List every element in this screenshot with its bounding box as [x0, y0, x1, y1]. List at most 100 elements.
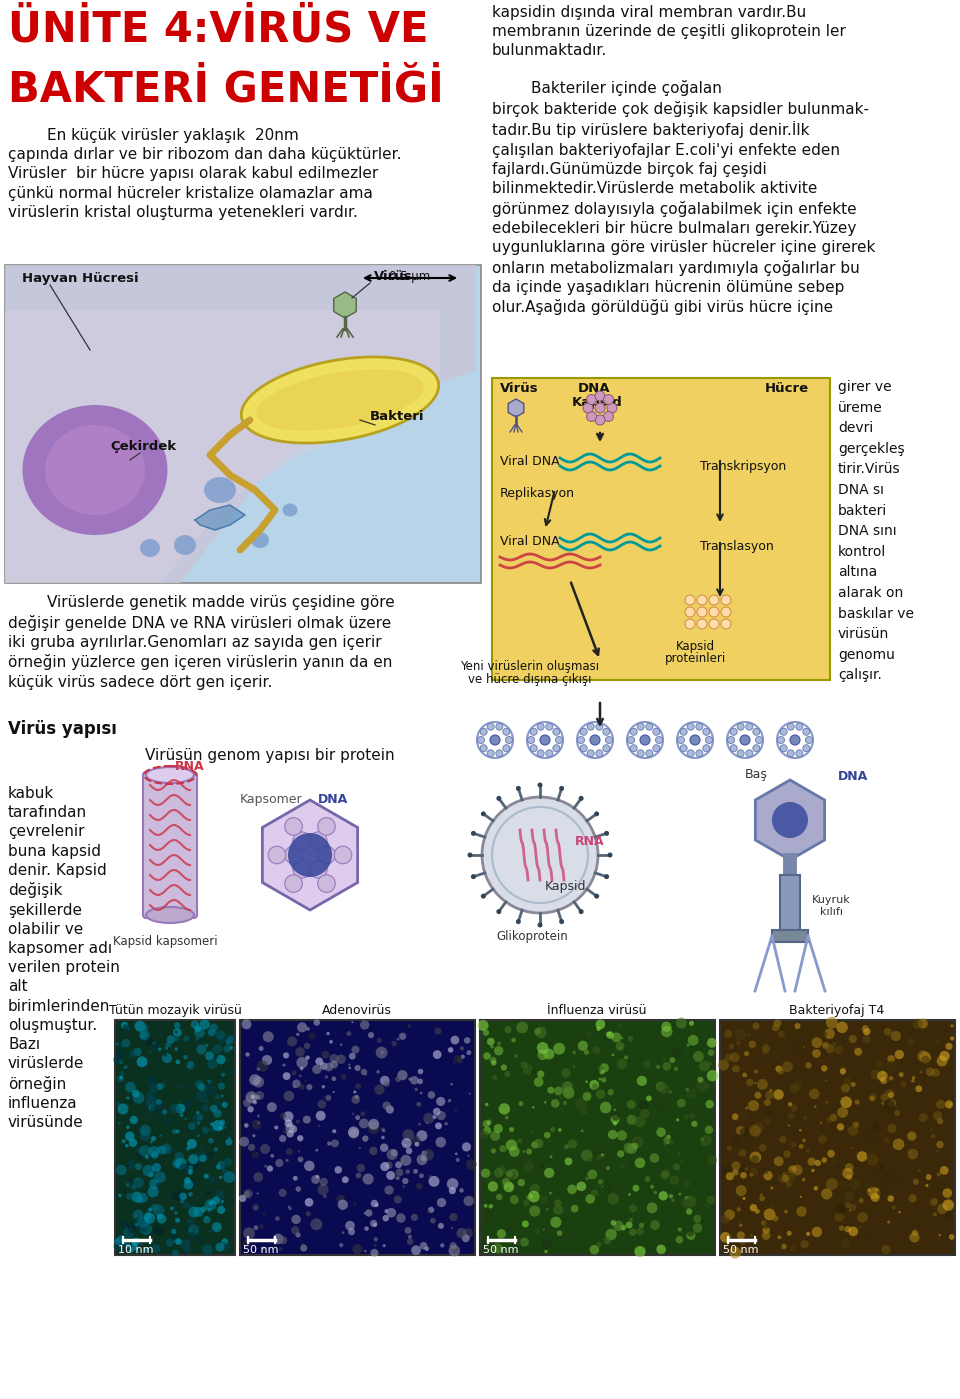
Circle shape: [421, 1150, 427, 1156]
Text: Virüs: Virüs: [500, 382, 539, 395]
Circle shape: [504, 1072, 511, 1077]
Circle shape: [918, 1051, 929, 1062]
Circle shape: [394, 1196, 402, 1203]
Circle shape: [729, 1044, 734, 1049]
Circle shape: [200, 1020, 209, 1030]
Circle shape: [368, 1032, 374, 1038]
Circle shape: [263, 1213, 265, 1214]
Circle shape: [946, 1042, 952, 1049]
Circle shape: [396, 1213, 406, 1223]
Circle shape: [847, 1174, 852, 1181]
Circle shape: [909, 1233, 920, 1242]
Circle shape: [360, 1020, 370, 1030]
Circle shape: [778, 1235, 781, 1240]
Circle shape: [687, 750, 694, 757]
Circle shape: [386, 1105, 394, 1114]
Circle shape: [297, 1135, 303, 1142]
Circle shape: [835, 1212, 845, 1221]
Circle shape: [881, 1072, 885, 1076]
Circle shape: [480, 744, 487, 751]
Circle shape: [763, 1118, 770, 1125]
Circle shape: [271, 1154, 275, 1158]
Circle shape: [222, 1170, 229, 1178]
Circle shape: [218, 1083, 225, 1090]
Circle shape: [198, 1135, 200, 1137]
Circle shape: [151, 1151, 158, 1158]
Circle shape: [689, 1021, 694, 1025]
Circle shape: [721, 1214, 730, 1224]
Circle shape: [212, 1196, 220, 1205]
Circle shape: [119, 1076, 123, 1080]
Circle shape: [686, 1209, 692, 1214]
Circle shape: [364, 1212, 366, 1214]
Circle shape: [187, 1181, 192, 1185]
Circle shape: [879, 1186, 881, 1189]
Circle shape: [731, 744, 737, 751]
Circle shape: [887, 1123, 897, 1133]
Circle shape: [376, 1070, 380, 1073]
Circle shape: [799, 1144, 804, 1149]
Circle shape: [730, 1052, 739, 1062]
Circle shape: [491, 1149, 496, 1154]
Circle shape: [538, 922, 542, 928]
Circle shape: [837, 1107, 848, 1118]
Circle shape: [492, 1244, 503, 1254]
Circle shape: [550, 1128, 555, 1132]
Circle shape: [151, 1136, 156, 1142]
Circle shape: [384, 1185, 394, 1195]
Circle shape: [310, 1219, 323, 1230]
Circle shape: [685, 595, 695, 604]
Ellipse shape: [174, 534, 196, 555]
Circle shape: [638, 1101, 649, 1111]
Circle shape: [773, 1079, 775, 1080]
Circle shape: [494, 1046, 503, 1055]
Circle shape: [523, 1065, 533, 1074]
Circle shape: [820, 1122, 822, 1123]
Circle shape: [750, 1168, 758, 1177]
Circle shape: [126, 1193, 132, 1200]
Circle shape: [481, 811, 486, 817]
Circle shape: [540, 734, 550, 746]
Circle shape: [165, 1042, 171, 1048]
Circle shape: [123, 1024, 129, 1031]
Circle shape: [250, 1074, 261, 1086]
Circle shape: [632, 1143, 638, 1150]
Circle shape: [142, 1164, 155, 1177]
Circle shape: [368, 1122, 379, 1135]
Circle shape: [644, 1060, 651, 1067]
Circle shape: [260, 1144, 270, 1154]
Circle shape: [114, 1238, 121, 1245]
Circle shape: [943, 1188, 952, 1198]
Circle shape: [696, 1080, 708, 1091]
Circle shape: [516, 786, 521, 790]
Circle shape: [150, 1140, 153, 1143]
Circle shape: [210, 1122, 213, 1126]
Circle shape: [634, 1139, 639, 1146]
Circle shape: [753, 744, 759, 751]
Circle shape: [939, 1051, 949, 1062]
Circle shape: [762, 1221, 770, 1230]
Circle shape: [186, 1147, 190, 1151]
Circle shape: [661, 1021, 671, 1032]
Circle shape: [383, 1244, 386, 1248]
Circle shape: [154, 1226, 164, 1237]
Circle shape: [365, 1209, 372, 1217]
Circle shape: [635, 1116, 645, 1128]
Circle shape: [244, 1123, 249, 1128]
Circle shape: [547, 1087, 554, 1094]
Circle shape: [318, 1125, 320, 1128]
Circle shape: [936, 1142, 944, 1149]
Circle shape: [415, 1088, 418, 1091]
Circle shape: [197, 1114, 203, 1121]
Circle shape: [192, 1114, 203, 1123]
Circle shape: [162, 1109, 167, 1115]
Circle shape: [356, 1164, 365, 1172]
Circle shape: [410, 1076, 419, 1084]
Circle shape: [243, 1100, 251, 1107]
Circle shape: [907, 1149, 918, 1160]
Circle shape: [134, 1188, 137, 1191]
Circle shape: [578, 1041, 588, 1051]
Circle shape: [549, 1156, 552, 1158]
Circle shape: [534, 1077, 543, 1087]
Circle shape: [650, 1185, 654, 1189]
